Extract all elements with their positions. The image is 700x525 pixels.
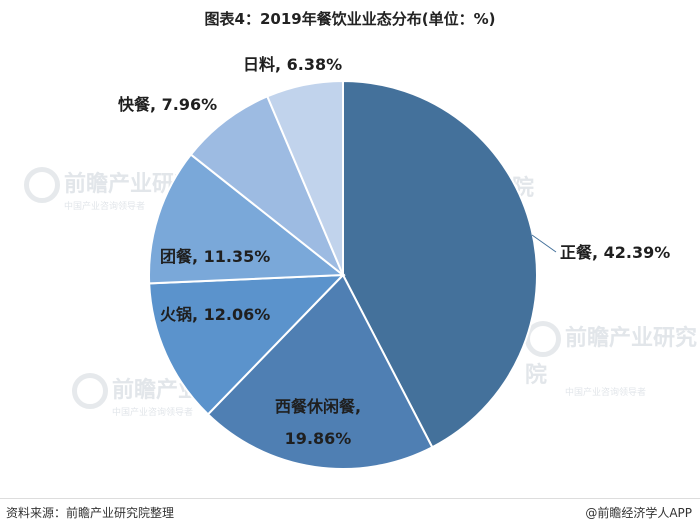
pie-slice-2 xyxy=(206,273,434,470)
watermark-logo-icon xyxy=(72,373,108,409)
slice-label-3: 火锅, 12.06% xyxy=(160,305,270,324)
footer: 资料来源：前瞻产业研究院整理 @前瞻经济学人APP xyxy=(0,498,700,525)
watermark-subtext: 中国产业咨询领导者 xyxy=(565,388,647,398)
leader-line xyxy=(531,234,557,253)
footer-brand: @前瞻经济学人APP xyxy=(585,506,692,520)
watermark-text: 前瞻产业研究院 xyxy=(525,326,698,388)
slice-label-4: 团餐, 11.35% xyxy=(160,247,270,266)
watermark-logo-icon xyxy=(24,167,60,203)
pie-slice-4 xyxy=(148,153,346,285)
source-note: 资料来源：前瞻产业研究院整理 xyxy=(6,506,175,520)
pie-slice-1 xyxy=(342,79,538,449)
watermark-subtext: 中国产业咨询领导者 xyxy=(112,408,194,418)
slice-label-2: 西餐休闲餐, xyxy=(275,397,361,416)
slice-label-6: 日料, 6.38% xyxy=(243,55,342,74)
slice-label-2: 19.86% xyxy=(285,429,352,448)
watermark-subtext: 中国产业咨询领导者 xyxy=(64,202,146,212)
chart-title: 图表4：2019年餐饮业业态分布(单位：%) xyxy=(204,10,496,28)
pie-slice-6 xyxy=(265,79,344,276)
slice-label-5: 快餐, 7.96% xyxy=(118,95,217,114)
pie-slice-5 xyxy=(189,95,344,276)
watermark-logo-icon xyxy=(525,321,561,357)
watermark-right: 前瞻产业研究院 中国产业咨询领导者 xyxy=(525,320,700,398)
slice-label-1: 正餐, 42.39% xyxy=(560,243,670,262)
pie-slice-3 xyxy=(148,273,346,416)
